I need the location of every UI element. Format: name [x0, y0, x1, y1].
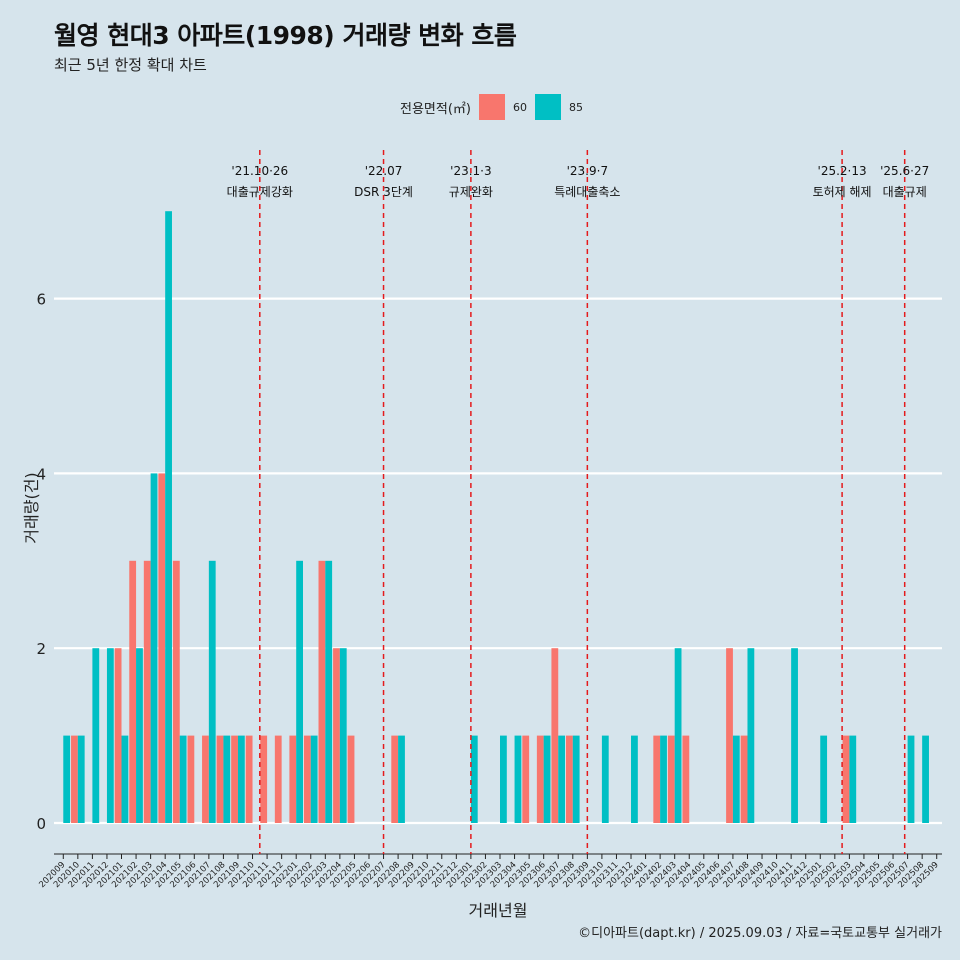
bar-85-202402: [660, 735, 667, 823]
bar-85-202312: [631, 735, 638, 823]
bar-85-202507: [907, 735, 915, 823]
bar-60-202106: [187, 735, 195, 823]
event-date-label: '23.9·7: [567, 164, 608, 178]
bar-85-202202: [310, 735, 318, 823]
y-tick-label: 0: [36, 815, 46, 833]
bar-60-202503: [842, 735, 850, 823]
bar-60-202102: [129, 560, 137, 823]
bar-85-202411: [791, 648, 798, 823]
bar-60-202305: [522, 735, 530, 823]
bar-60-202112: [274, 735, 282, 823]
bar-85-202501: [820, 735, 828, 823]
event-text-label: 규제완화: [449, 185, 493, 199]
bar-85-202107: [208, 560, 216, 823]
bar-85-202310: [601, 735, 609, 823]
x-axis-label: 거래년월: [468, 901, 528, 920]
bar-60-202111: [260, 735, 268, 823]
event-date-label: '25.2·13: [818, 164, 867, 178]
bar-85-202011: [92, 648, 100, 823]
bar-85-202304: [514, 735, 522, 823]
bar-60-202103: [143, 560, 151, 823]
bar-85-202408: [747, 648, 755, 823]
bar-85-202204: [339, 648, 347, 823]
bar-60-202403: [667, 735, 675, 823]
bar-60-202407: [726, 648, 733, 823]
bar-85-202503: [849, 735, 857, 823]
bar-60-202306: [536, 735, 544, 823]
event-text-label: 특례대출축소: [554, 185, 620, 199]
legend-label-60: 60: [512, 100, 527, 114]
legend-key-85: [534, 94, 561, 120]
bar-85-202306: [543, 735, 551, 823]
bar-85-202307: [558, 735, 566, 823]
bar-85-202308: [572, 735, 580, 823]
legend-label-85: 85: [568, 100, 583, 114]
chart-title: 월영 현대3 아파트(1998) 거래량 변화 흐름: [54, 21, 517, 50]
y-tick-label: 4: [36, 465, 46, 483]
bar-60-202308: [565, 735, 573, 823]
bar-85-202009: [63, 735, 71, 823]
bar-60-202408: [740, 735, 748, 823]
bar-60-202108: [216, 735, 224, 823]
bar-60-202204: [333, 648, 340, 823]
event-date-label: '25.6·27: [880, 164, 929, 178]
legend: 전용면적(㎡) 60 85: [400, 93, 591, 121]
bar-60-202307: [551, 648, 559, 823]
bar-85-202303: [500, 735, 507, 823]
bar-60-202404: [682, 735, 690, 823]
bar-85-202010: [77, 735, 85, 823]
y-tick-label: 6: [36, 291, 46, 309]
bar-85-202403: [674, 648, 682, 823]
legend-title: 전용면적(㎡): [400, 101, 471, 117]
bar-60-202208: [391, 735, 399, 823]
event-date-label: '23.1·3: [450, 164, 491, 178]
bar-85-202109: [237, 735, 245, 823]
bar-85-202012: [106, 648, 114, 823]
bar-85-202407: [732, 735, 740, 823]
bar-85-202203: [325, 560, 333, 823]
bar-60-202010: [71, 735, 78, 823]
bar-85-202201: [296, 560, 303, 823]
bar-60-202205: [347, 735, 355, 823]
y-axis-label: 거래량(건): [22, 472, 41, 544]
bar-85-202108: [223, 735, 231, 823]
event-text-label: 대출규제강화: [227, 185, 293, 199]
bar-85-202105: [179, 735, 187, 823]
bar-85-202101: [121, 735, 129, 823]
bar-85-202208: [398, 735, 405, 823]
bar-60-202109: [231, 735, 238, 823]
event-date-label: '22.07: [365, 164, 403, 178]
bar-60-202105: [172, 560, 180, 823]
event-text-label: DSR 3단계: [354, 185, 413, 199]
y-tick-label: 2: [36, 640, 46, 658]
bar-60-202104: [158, 473, 166, 823]
bar-60-202402: [653, 735, 661, 823]
bar-85-202104: [165, 211, 172, 823]
bar-85-202508: [922, 735, 929, 823]
bar-60-202110: [245, 735, 253, 823]
legend-key-60: [478, 94, 505, 120]
event-text-label: 대출규제: [883, 185, 927, 199]
chart-subtitle: 최근 5년 한정 확대 차트: [54, 56, 207, 74]
event-date-label: '21.10·26: [231, 164, 288, 178]
bar-60-202201: [289, 735, 297, 823]
bar-60-202202: [303, 735, 311, 823]
bar-85-202103: [150, 473, 158, 823]
bar-85-202301: [470, 735, 478, 823]
bar-60-202107: [202, 735, 209, 823]
bar-85-202102: [136, 648, 143, 823]
source-caption: ©디아파트(dapt.kr) / 2025.09.03 / 자료=국토교통부 실…: [578, 926, 942, 941]
bar-60-202101: [114, 648, 122, 823]
event-text-label: 토허제 해제: [813, 185, 872, 199]
bar-60-202203: [318, 560, 326, 823]
